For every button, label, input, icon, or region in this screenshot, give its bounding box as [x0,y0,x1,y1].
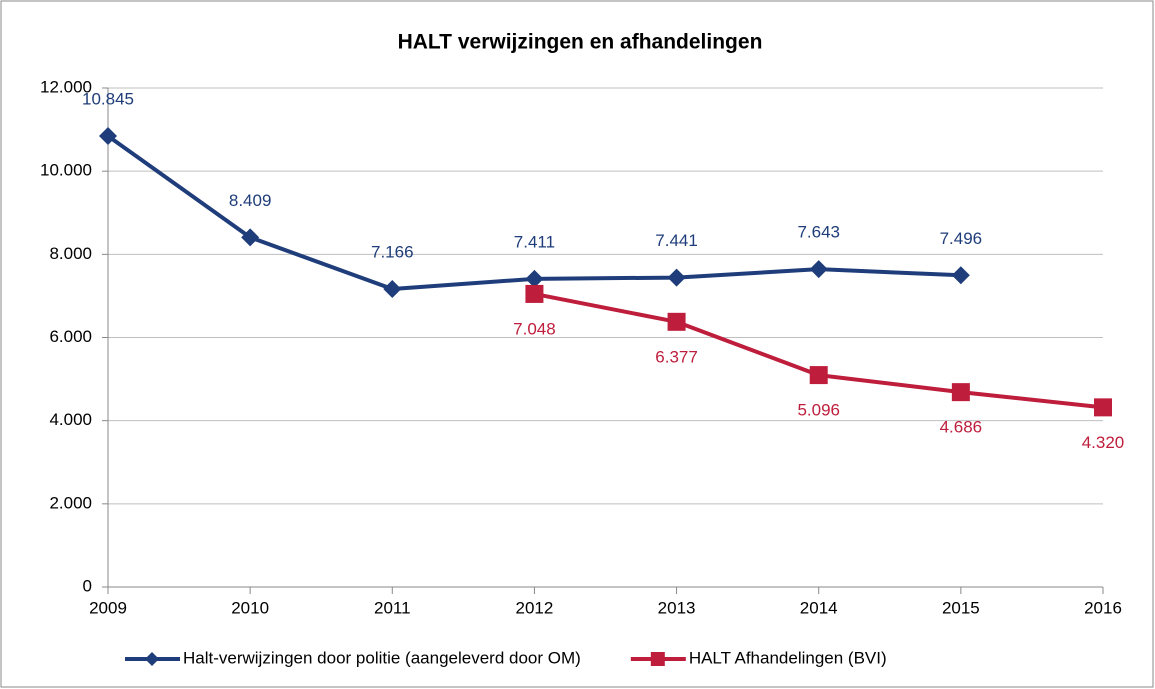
data-point [951,383,970,402]
data-point [383,280,402,299]
data-label: 7.496 [940,229,983,248]
data-point [667,268,686,287]
legend-label: HALT Afhandelingen (BVI) [689,648,887,667]
y-tick-label: 12.000 [40,77,92,96]
y-tick-label: 8.000 [49,244,92,263]
data-label: 4.686 [940,418,983,437]
data-label: 5.096 [797,401,840,420]
data-point [1094,398,1112,417]
y-tick-label: 2.000 [49,493,92,512]
data-label: 6.377 [655,347,698,366]
x-tick-label: 2011 [374,598,411,617]
data-point [667,312,686,331]
x-tick-label: 2015 [942,598,980,617]
data-point [809,260,828,279]
x-tick-label: 2013 [658,598,696,617]
chart-title: HALT verwijzingen en afhandelingen [398,31,763,54]
legend-marker [650,652,665,666]
x-tick-label: 2014 [800,598,838,617]
y-tick-label: 6.000 [49,327,92,346]
x-tick-label: 2012 [516,598,554,617]
data-point [525,284,544,303]
y-tick-label: 0 [83,576,92,595]
x-tick-label: 2010 [231,598,269,617]
legend-label: Halt-verwijzingen door politie (aangelev… [183,648,581,667]
data-label: 7.411 [514,232,555,251]
data-point [525,269,544,288]
legend-marker [145,652,159,666]
x-tick-label: 2009 [89,598,127,617]
data-point [809,366,828,385]
data-label: 4.320 [1082,433,1125,452]
data-label: 8.409 [229,191,272,210]
y-tick-label: 4.000 [49,410,92,429]
data-label: 7.441 [655,231,698,250]
data-point [99,127,117,146]
y-tick-label: 10.000 [40,161,92,180]
data-label: 7.166 [371,242,414,261]
data-point [951,266,970,285]
data-point [241,228,260,247]
data-label: 10.845 [82,90,134,109]
data-label: 7.048 [513,319,556,338]
x-tick-label: 2016 [1084,598,1122,617]
data-label: 7.643 [797,223,840,242]
